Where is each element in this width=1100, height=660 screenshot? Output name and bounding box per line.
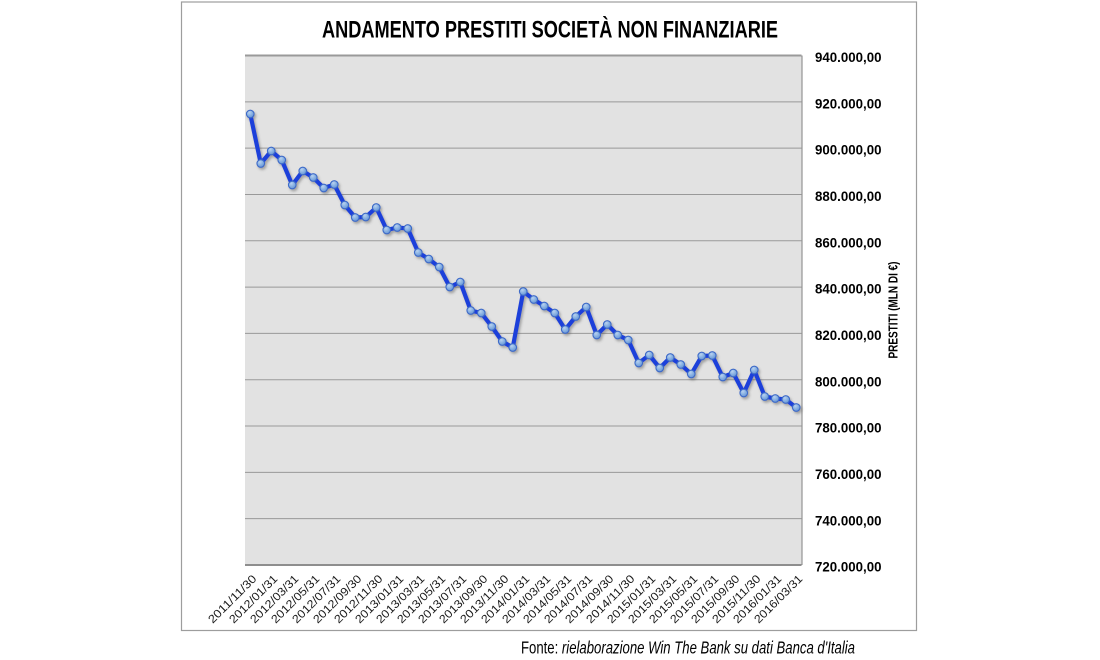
svg-text:PRESTITI (MLN DI €): PRESTITI (MLN DI €): [886, 262, 901, 359]
svg-text:720.000,00: 720.000,00: [815, 559, 882, 575]
svg-text:760.000,00: 760.000,00: [815, 466, 882, 482]
svg-text:820.000,00: 820.000,00: [815, 327, 882, 343]
svg-text:920.000,00: 920.000,00: [815, 95, 882, 111]
svg-text:800.000,00: 800.000,00: [815, 373, 882, 389]
svg-text:900.000,00: 900.000,00: [815, 142, 882, 158]
svg-text:Fonte: rielaborazione Win The: Fonte: rielaborazione Win The Bank su da…: [521, 638, 855, 658]
svg-text:ANDAMENTO PRESTITI SOCIETÀ NON: ANDAMENTO PRESTITI SOCIETÀ NON FINANZIAR…: [322, 15, 778, 43]
svg-text:860.000,00: 860.000,00: [815, 234, 882, 250]
svg-text:740.000,00: 740.000,00: [815, 512, 882, 528]
svg-text:880.000,00: 880.000,00: [815, 188, 882, 204]
svg-text:840.000,00: 840.000,00: [815, 281, 882, 297]
svg-text:940.000,00: 940.000,00: [815, 49, 882, 65]
svg-text:780.000,00: 780.000,00: [815, 420, 882, 436]
